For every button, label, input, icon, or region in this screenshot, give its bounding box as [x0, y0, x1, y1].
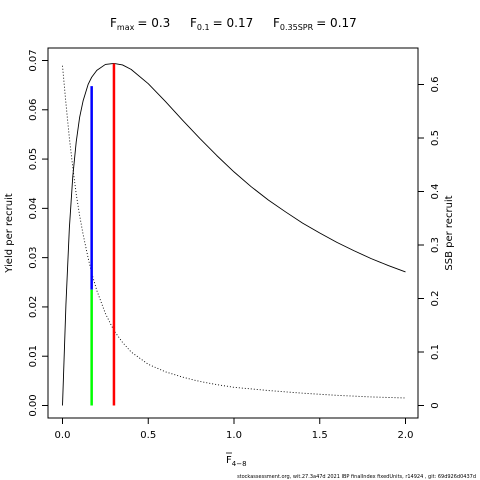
reference-lines	[90, 63, 116, 406]
x-tick-label: 2.0	[398, 430, 414, 441]
y-right-tick-label: 0.5	[430, 130, 441, 146]
y-left-tick-label: 0.03	[28, 247, 39, 269]
y-left-tick-label: 0.05	[28, 148, 39, 170]
title-fmax-value: = 0.3	[137, 16, 170, 30]
plot-frame	[47, 47, 419, 419]
y-right-tick-label: 0.3	[430, 237, 441, 253]
title-f035-value: = 0.17	[316, 16, 357, 30]
series-layer	[62, 63, 406, 406]
x-tick-label: 0.5	[140, 430, 156, 441]
title-fmax-label: F	[110, 16, 117, 30]
x-tick-label: 1.0	[226, 430, 242, 441]
y-left-tick-label: 0.07	[28, 49, 39, 71]
title-f01-label: F	[190, 16, 197, 30]
title-f035-label: F	[273, 16, 280, 30]
y-left-tick-label: 0.04	[28, 197, 39, 219]
x-tick-label: 1.5	[312, 430, 328, 441]
title-f035-sub: 0.35SPR	[280, 23, 314, 32]
y-right-tick-label: 0.6	[430, 77, 441, 93]
x-tick-label: 0.0	[55, 430, 71, 441]
title-fmax-sub: max	[117, 23, 135, 32]
title-f01-value: = 0.17	[213, 16, 254, 30]
y-left-tick-label: 0.00	[28, 394, 39, 416]
x-axis-title-sub: 4−8	[232, 460, 247, 468]
yield-per-recruit-line	[62, 63, 406, 406]
title-f01: F0.1 = 0.17	[190, 16, 253, 32]
title-f035: F0.35SPR = 0.17	[273, 16, 357, 32]
x-axis: 0.0 0.5 1.0 1.5 2.0	[55, 418, 414, 441]
y-right-tick-label: 0.2	[430, 291, 441, 307]
y-right-tick-label: 0.1	[430, 344, 441, 360]
x-axis-title-label: F	[226, 455, 232, 466]
y-left-axis: 0.00 0.01 0.02 0.03 0.04 0.05 0.06 0.07	[28, 49, 48, 417]
y-right-axis: 0 0.1 0.2 0.3 0.4 0.5 0.6	[418, 77, 441, 409]
chart-title: Fmax = 0.3 F0.1 = 0.17 F0.35SPR = 0.17	[110, 16, 357, 32]
y-left-tick-label: 0.06	[28, 99, 39, 121]
ssb-per-recruit-line	[62, 65, 406, 399]
footer-note: stockassessment.org, wit.27.3a47d 2021 I…	[237, 474, 476, 480]
title-f01-sub: 0.1	[197, 23, 210, 32]
y-right-tick-label: 0	[430, 402, 441, 408]
title-fmax: Fmax = 0.3	[110, 16, 170, 32]
y-right-axis-title: SSB per recruit	[444, 195, 455, 270]
y-left-tick-label: 0.02	[28, 296, 39, 318]
y-left-tick-label: 0.01	[28, 345, 39, 367]
y-right-tick-label: 0.4	[430, 184, 441, 200]
y-left-axis-title: Yield per recruit	[4, 193, 15, 274]
x-axis-title: F4−8	[226, 455, 247, 468]
